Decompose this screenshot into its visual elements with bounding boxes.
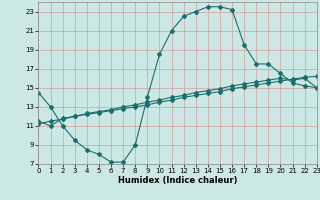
X-axis label: Humidex (Indice chaleur): Humidex (Indice chaleur) [118,176,237,185]
